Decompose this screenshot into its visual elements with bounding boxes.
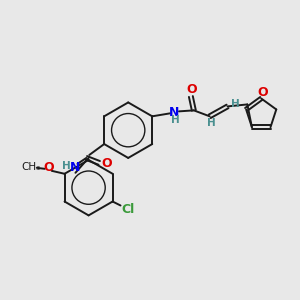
Text: H: H [207, 118, 216, 128]
Text: O: O [187, 83, 197, 96]
Text: CH₃: CH₃ [21, 162, 40, 172]
Text: H: H [171, 115, 179, 125]
Text: N: N [169, 106, 179, 119]
Text: H: H [231, 99, 240, 110]
Text: O: O [102, 158, 112, 170]
Text: O: O [44, 161, 54, 174]
Text: O: O [257, 86, 268, 99]
Text: N: N [70, 161, 81, 174]
Text: H: H [62, 161, 71, 171]
Text: Cl: Cl [122, 203, 135, 216]
